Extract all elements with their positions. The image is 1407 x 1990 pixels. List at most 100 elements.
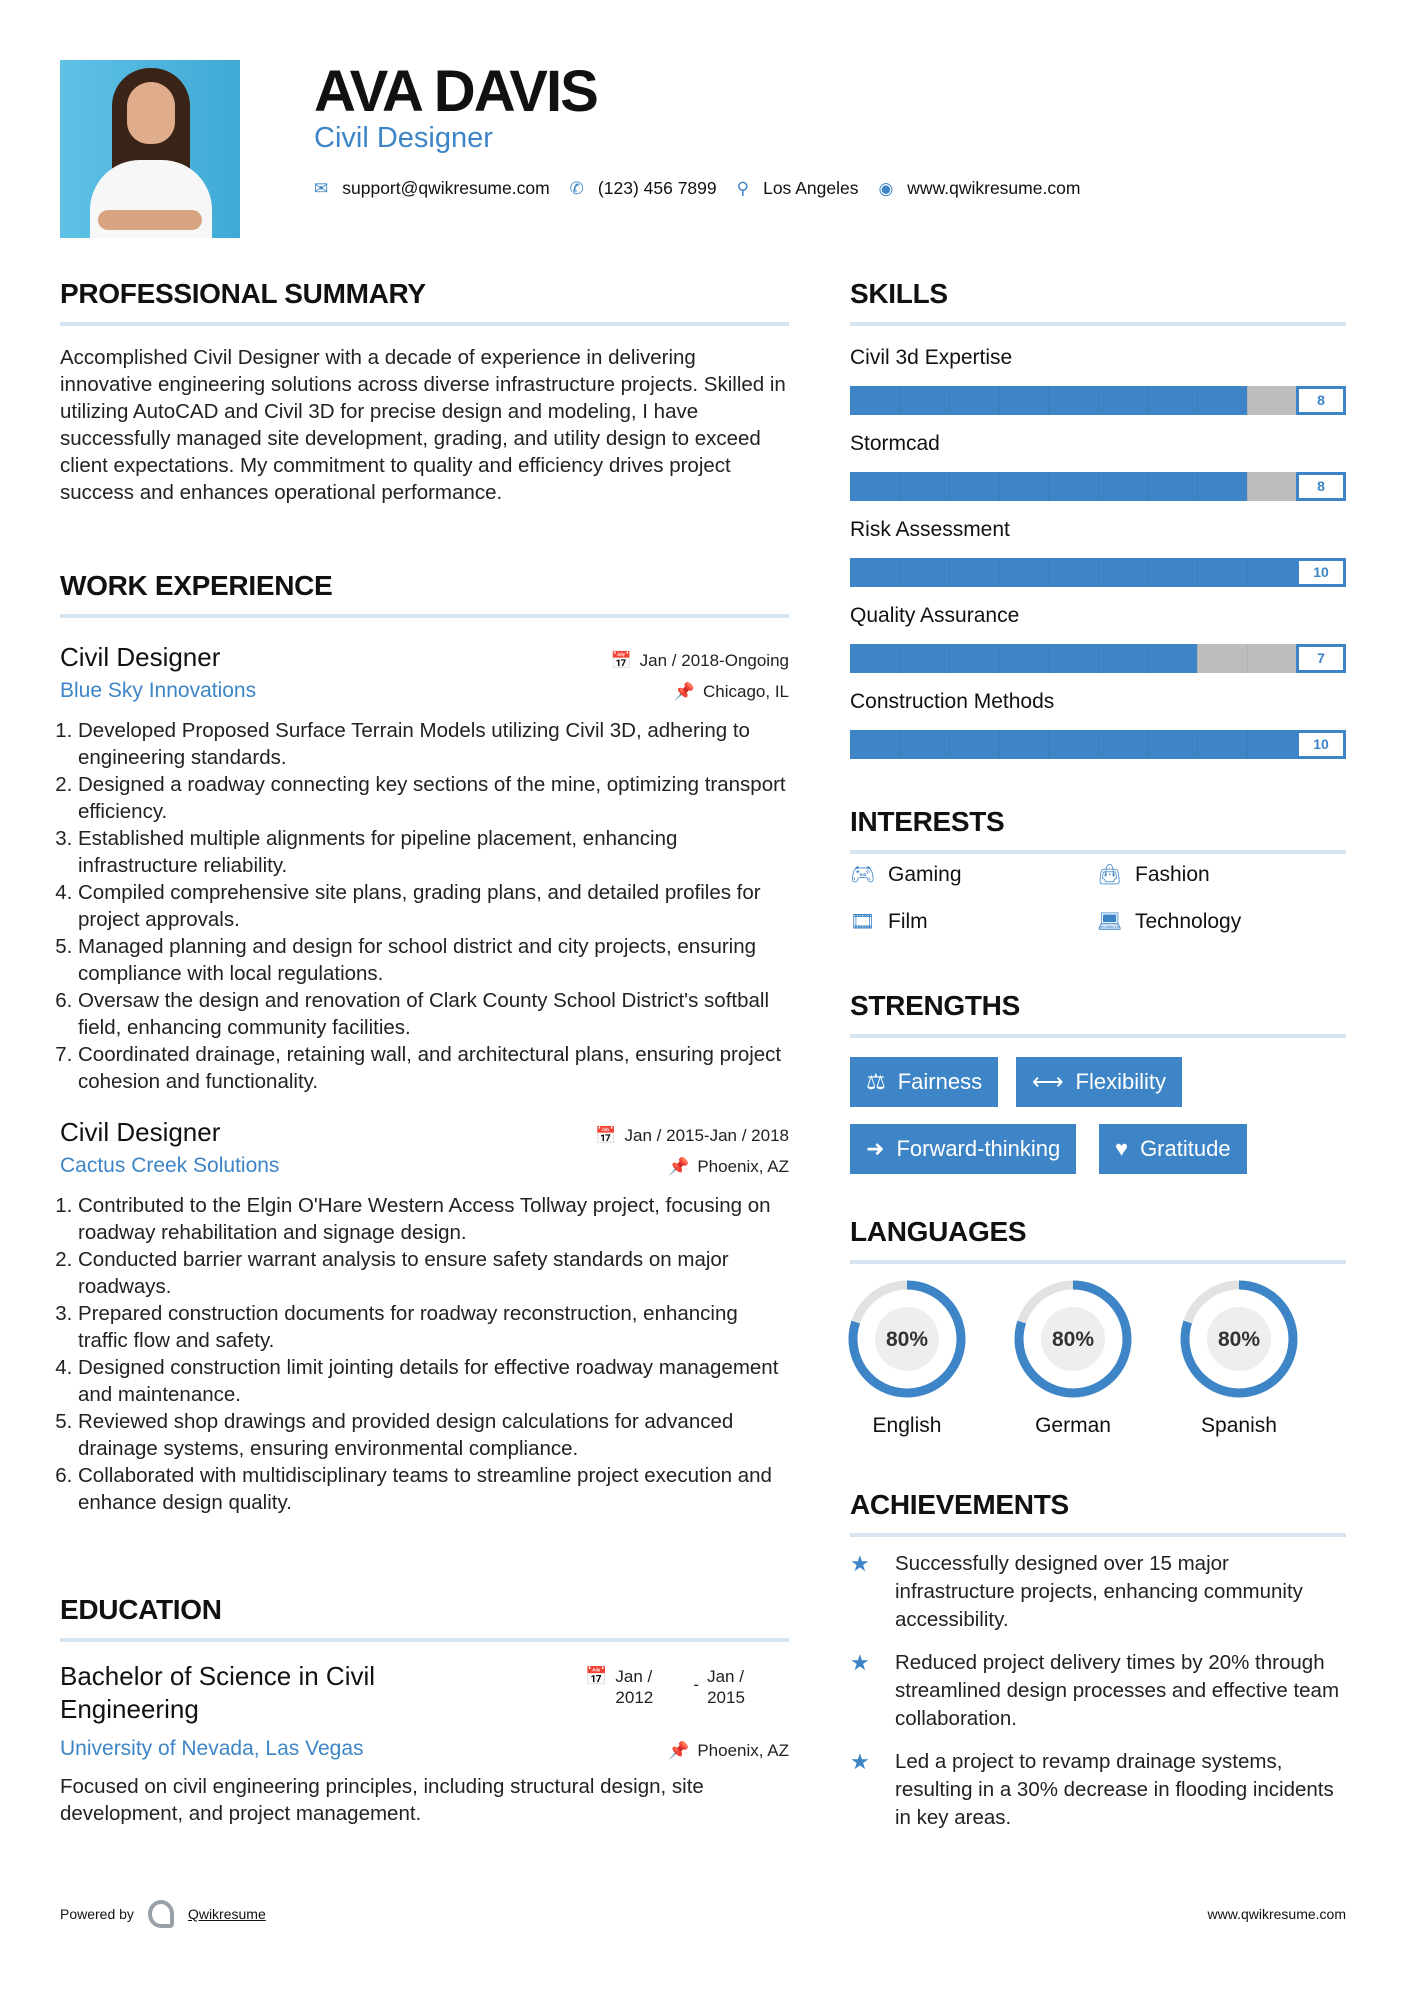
skill-bar-segment <box>1197 472 1199 501</box>
job-bullet: Designed a roadway connecting key sectio… <box>78 771 789 825</box>
section-divider <box>850 850 1346 854</box>
skill-bar-segment <box>1147 558 1149 587</box>
skill-bar-segment <box>1246 558 1248 587</box>
skill-level: 7 <box>1296 644 1346 673</box>
contact-location: Los Angeles <box>763 178 859 198</box>
phone-icon: ✆ <box>569 178 584 198</box>
skill-bar-segment <box>1048 386 1050 415</box>
skill-bar-segment <box>998 730 1000 759</box>
qwikresume-link[interactable]: Qwikresume <box>187 1906 266 1922</box>
experience-section: WORK EXPERIENCE Civil Designer 📅 Jan / 201… <box>60 570 789 1516</box>
profile-photo <box>60 60 240 238</box>
skill-item: Quality Assurance 7 <box>850 604 1346 673</box>
job-bullets: Developed Proposed Surface Terrain Model… <box>60 717 789 1095</box>
candidate-title: Civil Designer <box>314 122 493 154</box>
company-name: Cactus Creek Solutions <box>60 1154 280 1177</box>
balance-scale-icon: ⚖ <box>866 1069 886 1094</box>
skill-bar-segment <box>899 386 901 415</box>
contact-phone: (123) 456 7899 <box>597 178 717 198</box>
job-bullet: Designed construction limit jointing det… <box>78 1354 789 1408</box>
skill-bar-segment <box>899 472 901 501</box>
section-divider <box>60 614 789 618</box>
contact-email[interactable]: support@qwikresume.com <box>342 178 550 198</box>
skill-bar-fill <box>850 730 1346 759</box>
donut-arc <box>1014 1280 1132 1398</box>
skill-bar-segment <box>998 644 1000 673</box>
section-divider <box>850 1034 1346 1038</box>
summary-section: PROFESSIONAL SUMMARY Accomplished Civil … <box>60 278 789 506</box>
skill-bar-segment <box>949 558 951 587</box>
skill-bar-segment <box>1197 730 1199 759</box>
section-divider <box>850 1533 1346 1537</box>
section-heading: LANGUAGES <box>850 1216 1027 1247</box>
section-heading: STRENGTHS <box>850 990 1020 1021</box>
job-dates: 📅 Jan / 2015-Jan / 2018 <box>595 1126 789 1145</box>
skill-name: Risk Assessment <box>850 518 1010 541</box>
section-heading: INTERESTS <box>850 806 1005 837</box>
job-entry: Civil Designer 📅 Jan / 2015-Jan / 2018 Cact… <box>60 1117 789 1516</box>
job-location: 📌 Phoenix, AZ <box>668 1157 789 1176</box>
skill-bar-segment <box>949 472 951 501</box>
job-entry: Civil Designer 📅 Jan / 2018-Ongoing Blue Sk… <box>60 642 789 1095</box>
language-name: German <box>1035 1414 1111 1437</box>
education-location: 📌 Phoenix, AZ <box>668 1741 789 1760</box>
arrows-h-icon: ⟷ <box>1032 1069 1064 1094</box>
skills-section: SKILLS Civil 3d Expertise 8 Stormcad 8 Risk … <box>850 278 1346 776</box>
footer-website[interactable]: www.qwikresume.com <box>1207 1906 1346 1922</box>
skill-bar-segment <box>1197 644 1199 673</box>
pushpin-icon: 📌 <box>673 682 695 701</box>
skill-bar: 8 <box>850 386 1346 415</box>
job-bullet: Collaborated with multidisciplinary team… <box>78 1462 789 1516</box>
job-bullet: Prepared construction documents for road… <box>78 1300 789 1354</box>
contact-website[interactable]: www.qwikresume.com <box>907 178 1081 198</box>
languages-section: LANGUAGES 80% English 80% German 80% Spanish <box>848 1216 1346 1446</box>
pushpin-icon: 📌 <box>668 1157 690 1176</box>
qwikresume-logo-icon <box>147 1900 174 1928</box>
skill-bar-segment <box>1197 386 1199 415</box>
interest-technology: 💻︎ Technology <box>1097 909 1242 934</box>
skill-bar: 10 <box>850 730 1346 759</box>
language-name: Spanish <box>1201 1414 1277 1437</box>
skill-bar-segment <box>949 730 951 759</box>
star-shooting-icon: ★ <box>850 1749 870 1774</box>
education-dates: 📅 Jan / 2012 - Jan / 2015 <box>585 1666 745 1707</box>
skill-bar-segment <box>1246 644 1248 673</box>
skill-bar-segment <box>998 386 1000 415</box>
education-description: Focused on civil engineering principles,… <box>60 1775 704 1825</box>
job-bullets: Contributed to the Elgin O'Hare Western … <box>60 1192 789 1516</box>
interest-fashion: 👜︎ Fashion <box>1097 862 1210 887</box>
skill-item: Construction Methods 10 <box>850 690 1346 759</box>
job-bullet: Established multiple alignments for pipe… <box>78 825 789 879</box>
skill-bar-segment <box>1098 386 1099 415</box>
skill-bar-segment <box>1098 644 1099 673</box>
language-percent: 80% <box>1052 1328 1094 1351</box>
language-donut: 80% <box>1014 1280 1132 1398</box>
skill-level: 10 <box>1296 730 1346 759</box>
skill-bar-segment <box>1147 386 1149 415</box>
skill-bar-segment <box>899 730 901 759</box>
skill-bar-segment <box>899 558 901 587</box>
section-divider <box>60 1638 789 1642</box>
skill-level: 10 <box>1296 558 1346 587</box>
film-icon: 🎞︎ <box>850 911 876 933</box>
donut-arc <box>1180 1280 1298 1398</box>
section-divider <box>60 322 789 326</box>
skill-item: Stormcad 8 <box>850 432 1346 501</box>
job-title: Civil Designer <box>60 642 221 672</box>
skill-bar-segment <box>1048 558 1050 587</box>
job-bullet: Managed planning and design for school d… <box>78 933 789 987</box>
arrow-right-icon: ➜ <box>866 1136 885 1161</box>
achievements-section: ACHIEVEMENTS <box>850 1489 1346 1537</box>
donut-center <box>875 1307 939 1371</box>
skill-bar-segment <box>1197 558 1199 587</box>
skill-bar-segment <box>1048 644 1050 673</box>
language-item: 80% Spanish <box>1174 1278 1304 1438</box>
skill-item: Civil 3d Expertise 8 <box>850 346 1346 415</box>
skill-bar-segment <box>1048 730 1050 759</box>
strength-badge: ♥ Gratitude <box>1099 1124 1247 1174</box>
skill-bar-segment <box>1147 472 1149 501</box>
section-heading: ACHIEVEMENTS <box>850 1489 1069 1520</box>
job-bullet: Coordinated drainage, retaining wall, an… <box>78 1041 789 1095</box>
job-bullet: Oversaw the design and renovation of Cla… <box>78 987 789 1041</box>
skill-bar-segment <box>899 644 901 673</box>
